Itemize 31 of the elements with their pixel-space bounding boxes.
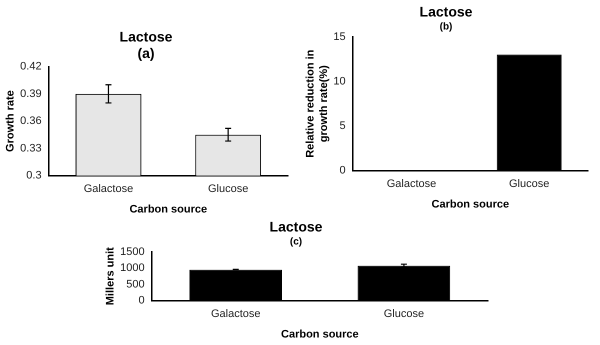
y-tick-label: 1000 bbox=[120, 262, 145, 274]
x-axis-title: Carbon source bbox=[281, 328, 359, 340]
y-tick-label: 0.3 bbox=[26, 170, 42, 182]
x-tick-label: Glucose bbox=[208, 183, 248, 196]
chart-subtitle: (b) bbox=[440, 22, 452, 33]
y-axis-title: Millers unit bbox=[104, 246, 117, 306]
y-tick-label: 0.36 bbox=[20, 115, 42, 128]
y-tick-label: 500 bbox=[126, 278, 145, 290]
x-tick-label: Galactose bbox=[386, 178, 436, 190]
x-tick-label: Galactose bbox=[210, 308, 261, 320]
y-tick-label: 0 bbox=[340, 164, 346, 177]
y-tick-label: 1500 bbox=[120, 246, 145, 258]
chart-subtitle: (c) bbox=[290, 236, 302, 248]
y-tick-label: 15 bbox=[333, 30, 346, 43]
x-axis-title: Carbon source bbox=[129, 203, 208, 216]
y-tick-label: 0.39 bbox=[20, 88, 42, 100]
chart-title: Lactose bbox=[420, 3, 473, 20]
y-tick-label: 0.33 bbox=[20, 142, 42, 154]
y-tick-label: 5 bbox=[340, 120, 346, 132]
y-tick-label: 0 bbox=[138, 294, 145, 307]
chart-title: Lactose bbox=[120, 28, 173, 44]
chart-title: Lactose bbox=[270, 218, 323, 234]
y-tick-label: 0.42 bbox=[20, 60, 42, 73]
y-tick-label: 10 bbox=[333, 75, 346, 88]
y-axis-title: Growth rate bbox=[4, 90, 17, 152]
x-tick-label: Glucose bbox=[384, 308, 424, 320]
y-axis-title: Relative reduction in growth rate(%) bbox=[304, 49, 330, 158]
x-axis-title: Carbon source bbox=[431, 198, 510, 210]
x-tick-label: Glucose bbox=[508, 178, 550, 190]
chart-subtitle: (a) bbox=[137, 45, 155, 62]
x-tick-label: Galactose bbox=[84, 183, 134, 196]
